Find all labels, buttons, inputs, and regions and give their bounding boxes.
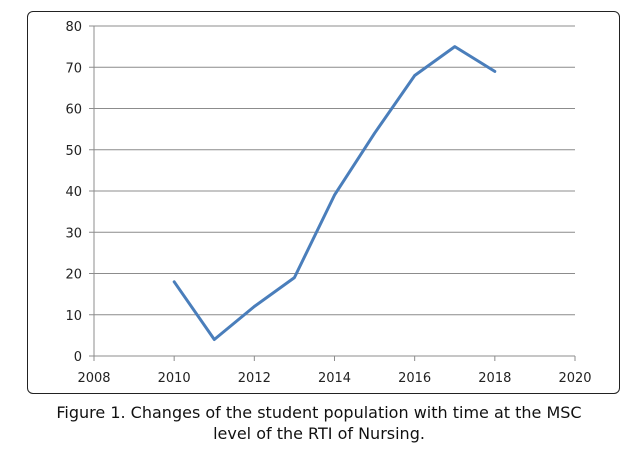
data-point-2016 — [413, 74, 416, 77]
y-tick-label-0: 0 — [74, 350, 82, 365]
y-tick-label-70: 70 — [65, 61, 82, 76]
series-layer — [172, 45, 497, 341]
x-tick-label-2010: 2010 — [158, 371, 191, 386]
x-tick-label-2018: 2018 — [478, 371, 511, 386]
gridlines — [94, 25, 575, 316]
series-line-0 — [172, 45, 497, 341]
y-tick-label-60: 60 — [65, 103, 82, 118]
x-tick-label-2016: 2016 — [398, 371, 431, 386]
axes — [89, 25, 576, 361]
data-point-2018 — [493, 70, 497, 73]
caption-line-1: Figure 1. Changes of the student populat… — [56, 403, 582, 422]
caption-line-2: level of the RTI of Nursing. — [213, 424, 425, 443]
data-point-2015 — [373, 132, 376, 135]
line-chart: 0 10 20 30 40 50 60 70 80 2008 2010 2012 2014 2016 201… — [65, 20, 591, 386]
data-point-2017 — [453, 45, 456, 48]
chart-frame — [27, 11, 620, 394]
x-tick-label-2012: 2012 — [238, 371, 271, 386]
tick-labels: 0 10 20 30 40 50 60 70 80 2008 2010 2012 2014 2016 201… — [65, 20, 591, 386]
y-tick-label-20: 20 — [65, 268, 82, 283]
figure-caption: Figure 1. Changes of the student populat… — [0, 402, 638, 444]
data-point-2014 — [333, 193, 336, 197]
y-tick-label-30: 30 — [65, 226, 82, 241]
x-tick-label-2008: 2008 — [77, 371, 110, 386]
y-tick-label-10: 10 — [65, 309, 82, 324]
y-tick-label-40: 40 — [65, 185, 82, 200]
y-tick-label-50: 50 — [65, 144, 82, 159]
data-point-2012 — [253, 305, 256, 308]
data-point-2010 — [172, 280, 176, 283]
y-tick-label-80: 80 — [65, 20, 82, 35]
data-point-2011 — [213, 338, 216, 341]
x-tick-label-2020: 2020 — [558, 371, 591, 386]
x-tick-label-2014: 2014 — [318, 371, 351, 386]
data-point-2013 — [293, 276, 296, 279]
